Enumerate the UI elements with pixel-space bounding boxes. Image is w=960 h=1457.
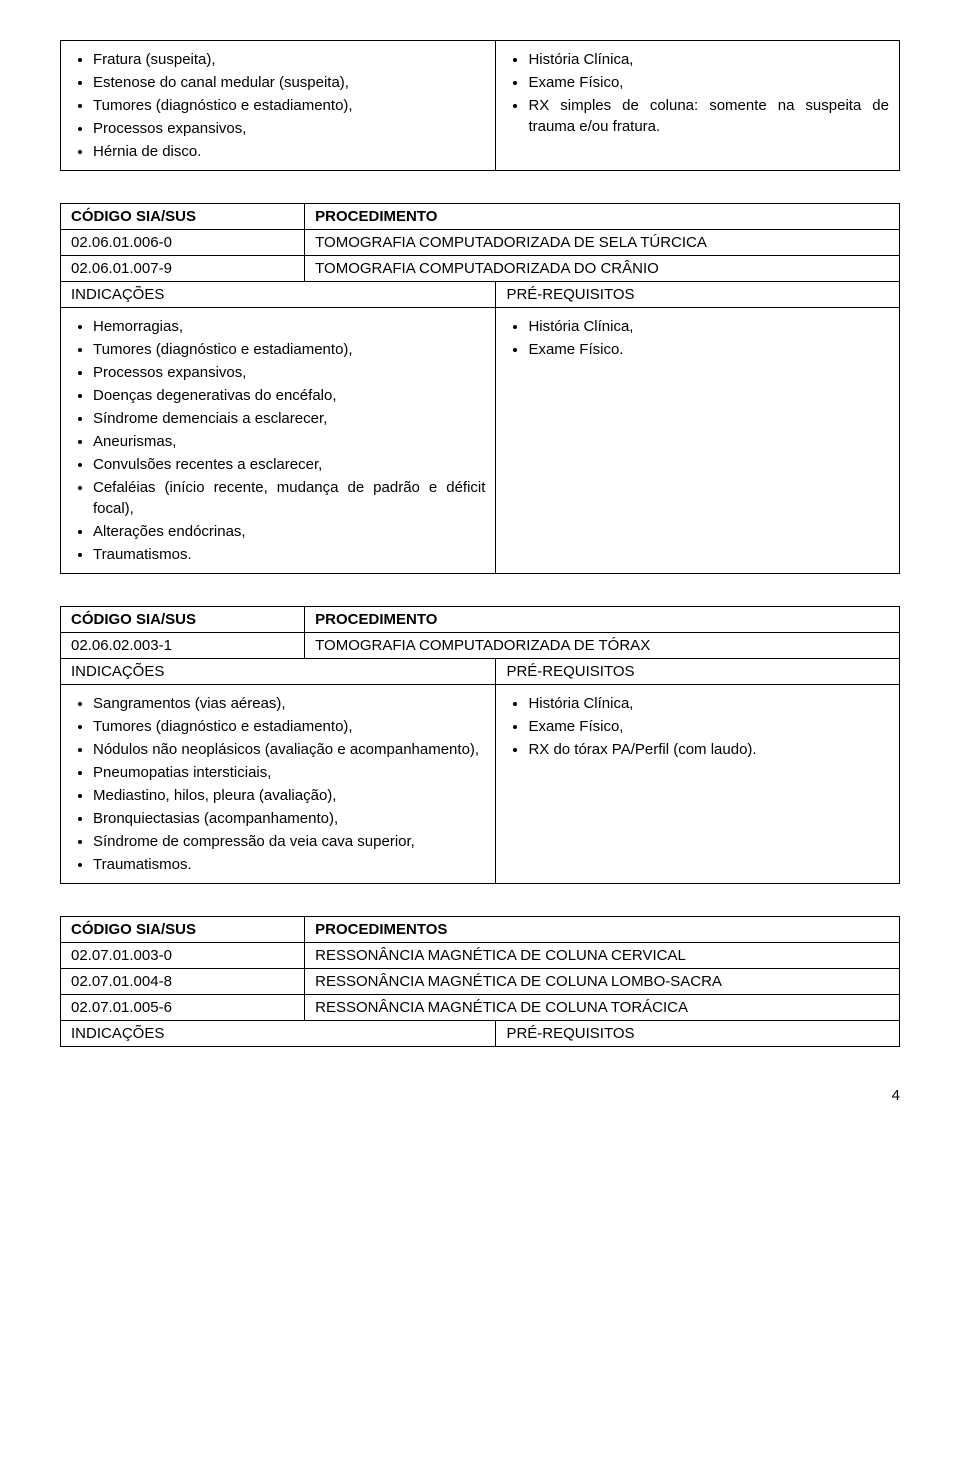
- code-cell: 02.06.01.006-0: [61, 230, 305, 255]
- s4-header-row: CÓDIGO SIA/SUS PROCEDIMENTOS: [60, 916, 900, 942]
- list-item: Tumores (diagnóstico e estadiamento),: [93, 95, 485, 116]
- list-item: Cefaléias (início recente, mudança de pa…: [93, 477, 485, 519]
- s3-header-proc: PROCEDIMENTO: [305, 607, 899, 632]
- list-item: Hemorragias,: [93, 316, 485, 337]
- s4-ind-label: INDICAÇÕES: [61, 1021, 496, 1046]
- s2-ind-list: Hemorragias,Tumores (diagnóstico e estad…: [71, 316, 485, 565]
- list-item: Sangramentos (vias aéreas),: [93, 693, 485, 714]
- code-row: 02.06.01.006-0TOMOGRAFIA COMPUTADORIZADA…: [60, 229, 900, 255]
- code-cell: 02.07.01.003-0: [61, 943, 305, 968]
- list-item: Estenose do canal medular (suspeita),: [93, 72, 485, 93]
- s2-ind-right: História Clínica,Exame Físico.: [496, 308, 899, 573]
- list-item: RX do tórax PA/Perfil (com laudo).: [528, 739, 889, 760]
- s3-ind-label: INDICAÇÕES: [61, 659, 496, 684]
- list-item: História Clínica,: [528, 316, 889, 337]
- list-item: Traumatismos.: [93, 544, 485, 565]
- list-item: História Clínica,: [528, 693, 889, 714]
- code-row: 02.06.02.003-1TOMOGRAFIA COMPUTADORIZADA…: [60, 632, 900, 658]
- list-item: Processos expansivos,: [93, 118, 485, 139]
- top-right-list: História Clínica,Exame Físico,RX simples…: [506, 49, 889, 137]
- s3-code-rows: 02.06.02.003-1TOMOGRAFIA COMPUTADORIZADA…: [60, 632, 900, 658]
- s2-pre-label: PRÉ-REQUISITOS: [496, 282, 899, 307]
- s2-header-row: CÓDIGO SIA/SUS PROCEDIMENTO: [60, 203, 900, 229]
- list-item: Síndrome demenciais a esclarecer,: [93, 408, 485, 429]
- list-item: Exame Físico.: [528, 339, 889, 360]
- list-item: Doenças degenerativas do encéfalo,: [93, 385, 485, 406]
- list-item: Exame Físico,: [528, 716, 889, 737]
- list-item: Traumatismos.: [93, 854, 485, 875]
- section-4: CÓDIGO SIA/SUS PROCEDIMENTOS 02.07.01.00…: [60, 916, 900, 1047]
- desc-cell: TOMOGRAFIA COMPUTADORIZADA DE TÓRAX: [305, 633, 899, 658]
- list-item: Mediastino, hilos, pleura (avaliação),: [93, 785, 485, 806]
- section-2: CÓDIGO SIA/SUS PROCEDIMENTO 02.06.01.006…: [60, 203, 900, 574]
- code-cell: 02.06.01.007-9: [61, 256, 305, 281]
- top-row: Fratura (suspeita),Estenose do canal med…: [60, 40, 900, 171]
- desc-cell: RESSONÂNCIA MAGNÉTICA DE COLUNA LOMBO-SA…: [305, 969, 899, 994]
- s4-pre-label: PRÉ-REQUISITOS: [496, 1021, 899, 1046]
- s2-ind-left: Hemorragias,Tumores (diagnóstico e estad…: [61, 308, 496, 573]
- desc-cell: TOMOGRAFIA COMPUTADORIZADA DE SELA TÚRCI…: [305, 230, 899, 255]
- s3-ind-header: INDICAÇÕES PRÉ-REQUISITOS: [60, 658, 900, 684]
- s3-pre-list: História Clínica,Exame Físico,RX do tóra…: [506, 693, 889, 760]
- desc-cell: RESSONÂNCIA MAGNÉTICA DE COLUNA CERVICAL: [305, 943, 899, 968]
- list-item: Processos expansivos,: [93, 362, 485, 383]
- code-row: 02.07.01.004-8RESSONÂNCIA MAGNÉTICA DE C…: [60, 968, 900, 994]
- desc-cell: RESSONÂNCIA MAGNÉTICA DE COLUNA TORÁCICA: [305, 995, 899, 1020]
- s4-header-proc: PROCEDIMENTOS: [305, 917, 899, 942]
- code-row: 02.06.01.007-9TOMOGRAFIA COMPUTADORIZADA…: [60, 255, 900, 281]
- list-item: RX simples de coluna: somente na suspeit…: [528, 95, 889, 137]
- s2-header-proc: PROCEDIMENTO: [305, 204, 899, 229]
- s3-header-row: CÓDIGO SIA/SUS PROCEDIMENTO: [60, 606, 900, 632]
- desc-cell: TOMOGRAFIA COMPUTADORIZADA DO CRÂNIO: [305, 256, 899, 281]
- code-row: 02.07.01.003-0RESSONÂNCIA MAGNÉTICA DE C…: [60, 942, 900, 968]
- section-top: Fratura (suspeita),Estenose do canal med…: [60, 40, 900, 171]
- code-row: 02.07.01.005-6RESSONÂNCIA MAGNÉTICA DE C…: [60, 994, 900, 1020]
- top-left-col: Fratura (suspeita),Estenose do canal med…: [61, 41, 496, 170]
- list-item: Tumores (diagnóstico e estadiamento),: [93, 339, 485, 360]
- page-number: 4: [60, 1087, 900, 1104]
- code-cell: 02.07.01.005-6: [61, 995, 305, 1020]
- s2-header-code: CÓDIGO SIA/SUS: [61, 204, 305, 229]
- s2-code-rows: 02.06.01.006-0TOMOGRAFIA COMPUTADORIZADA…: [60, 229, 900, 281]
- code-cell: 02.06.02.003-1: [61, 633, 305, 658]
- top-right-col: História Clínica,Exame Físico,RX simples…: [496, 41, 899, 170]
- list-item: Convulsões recentes a esclarecer,: [93, 454, 485, 475]
- section-3: CÓDIGO SIA/SUS PROCEDIMENTO 02.06.02.003…: [60, 606, 900, 884]
- s2-ind-body: Hemorragias,Tumores (diagnóstico e estad…: [60, 307, 900, 574]
- list-item: Síndrome de compressão da veia cava supe…: [93, 831, 485, 852]
- list-item: História Clínica,: [528, 49, 889, 70]
- s2-ind-label: INDICAÇÕES: [61, 282, 496, 307]
- s4-ind-header: INDICAÇÕES PRÉ-REQUISITOS: [60, 1020, 900, 1047]
- list-item: Aneurismas,: [93, 431, 485, 452]
- s2-ind-header: INDICAÇÕES PRÉ-REQUISITOS: [60, 281, 900, 307]
- list-item: Tumores (diagnóstico e estadiamento),: [93, 716, 485, 737]
- s3-ind-left: Sangramentos (vias aéreas),Tumores (diag…: [61, 685, 496, 883]
- code-cell: 02.07.01.004-8: [61, 969, 305, 994]
- s3-header-code: CÓDIGO SIA/SUS: [61, 607, 305, 632]
- list-item: Pneumopatias intersticiais,: [93, 762, 485, 783]
- list-item: Fratura (suspeita),: [93, 49, 485, 70]
- s4-header-code: CÓDIGO SIA/SUS: [61, 917, 305, 942]
- list-item: Exame Físico,: [528, 72, 889, 93]
- s2-pre-list: História Clínica,Exame Físico.: [506, 316, 889, 360]
- list-item: Hérnia de disco.: [93, 141, 485, 162]
- top-left-list: Fratura (suspeita),Estenose do canal med…: [71, 49, 485, 162]
- s3-ind-list: Sangramentos (vias aéreas),Tumores (diag…: [71, 693, 485, 875]
- s4-code-rows: 02.07.01.003-0RESSONÂNCIA MAGNÉTICA DE C…: [60, 942, 900, 1020]
- list-item: Nódulos não neoplásicos (avaliação e aco…: [93, 739, 485, 760]
- s3-pre-label: PRÉ-REQUISITOS: [496, 659, 899, 684]
- list-item: Bronquiectasias (acompanhamento),: [93, 808, 485, 829]
- s3-ind-body: Sangramentos (vias aéreas),Tumores (diag…: [60, 684, 900, 884]
- list-item: Alterações endócrinas,: [93, 521, 485, 542]
- s3-ind-right: História Clínica,Exame Físico,RX do tóra…: [496, 685, 899, 883]
